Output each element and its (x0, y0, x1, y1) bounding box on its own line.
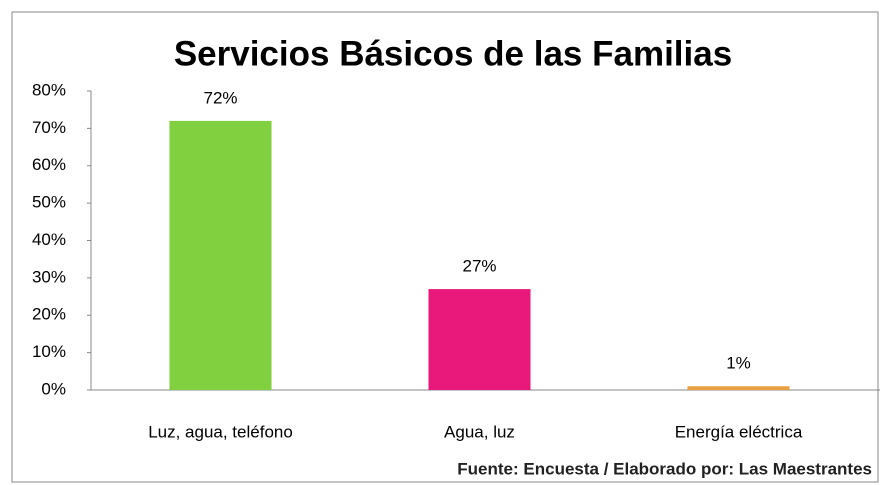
y-tick-label: 70% (32, 118, 66, 137)
y-tick-label: 20% (32, 305, 66, 324)
source-note: Fuente: Encuesta / Elaborado por: Las Ma… (457, 459, 872, 478)
y-tick-label: 40% (32, 230, 66, 249)
y-tick-label: 0% (41, 379, 66, 398)
y-tick-label: 80% (32, 80, 66, 99)
x-tick-label: Energía eléctrica (675, 422, 803, 441)
bar (428, 289, 531, 390)
y-tick-label: 30% (32, 267, 66, 286)
bar (687, 386, 790, 390)
chart-title: Servicios Básicos de las Familias (174, 34, 732, 73)
data-label: 1% (726, 354, 751, 373)
bar (169, 120, 272, 391)
y-tick-label: 60% (32, 155, 66, 174)
y-tick-label: 50% (32, 193, 66, 212)
x-tick-label: Agua, luz (444, 422, 515, 441)
data-label: 27% (462, 257, 496, 276)
data-label: 72% (203, 88, 237, 107)
y-tick-label: 10% (32, 342, 66, 361)
chart-frame (11, 11, 879, 483)
x-tick-label: Luz, agua, teléfono (148, 422, 293, 441)
